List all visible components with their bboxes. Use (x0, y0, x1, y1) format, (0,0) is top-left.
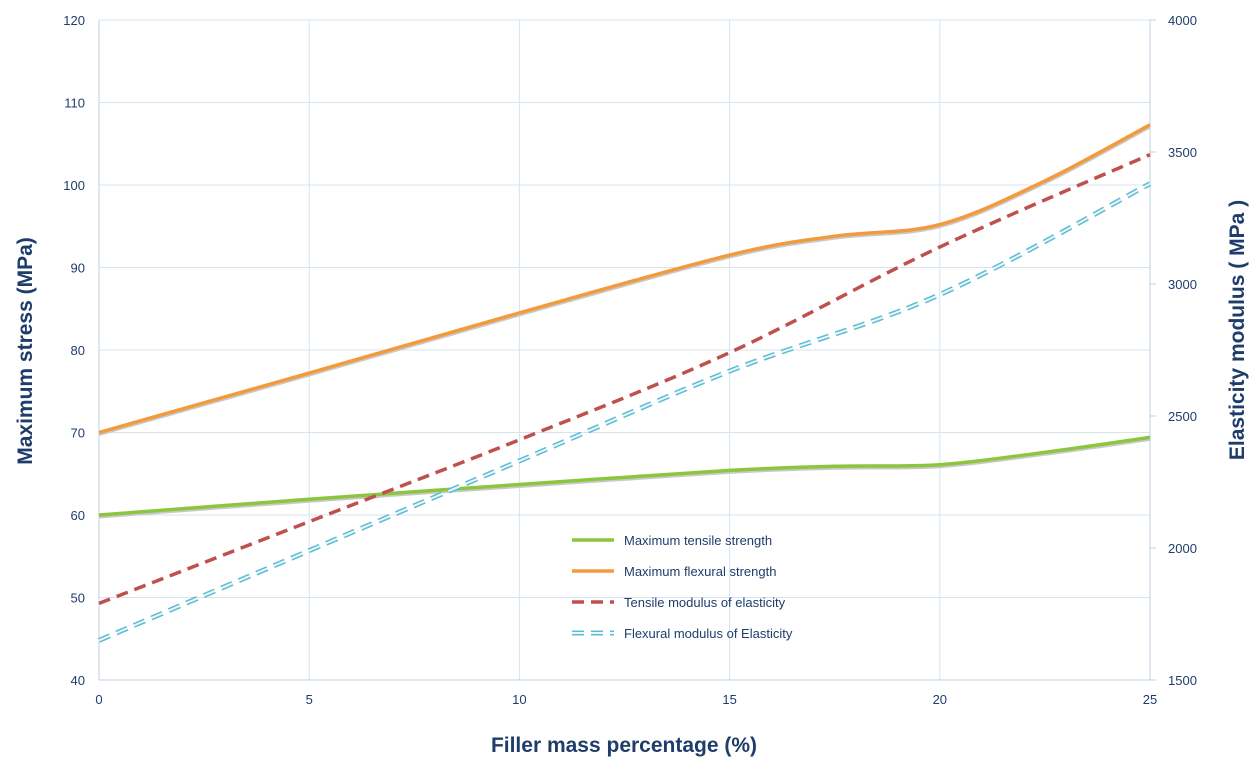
x-tick-label: 20 (933, 692, 947, 707)
y2-tick-label: 4000 (1168, 13, 1197, 28)
y-axis-title: Maximum stress (MPa) (14, 237, 37, 465)
y-tick-label: 80 (71, 343, 85, 358)
x-tick-label: 15 (722, 692, 736, 707)
y-tick-label: 60 (71, 508, 85, 523)
series-flexural-modulus-line-inner (98, 182, 1151, 642)
y-tick-label: 110 (64, 96, 85, 111)
y2-tick-label: 2500 (1168, 409, 1197, 424)
series-flexural-strength-line (98, 123, 1151, 435)
y2-axis-title: Elasticity modulus ( MPa ) (1226, 200, 1249, 460)
y-tick-label: 40 (71, 673, 85, 688)
legend-item: Maximum tensile strength (572, 533, 772, 548)
y-tick-label: 90 (71, 261, 85, 276)
series-tensile-modulus-line (98, 152, 1151, 606)
svg-text:Flexural modulus of Elasticity: Flexural modulus of Elasticity (624, 626, 793, 641)
y2-tick-label: 3500 (1168, 145, 1197, 160)
x-tick-label: 10 (512, 692, 526, 707)
legend-item: Maximum flexural strength (572, 564, 776, 579)
x-axis-title: Filler mass percentage (%) (491, 734, 757, 757)
tick-labels: 0 5 10 15 20 25 40 50 60 70 80 90 100 110 120 1500 2000 2… (63, 13, 1197, 707)
svg-text:Maximum flexural strength: Maximum flexural strength (624, 564, 776, 579)
axes (98, 19, 1156, 681)
svg-text:Tensile modulus of elasticity: Tensile modulus of elasticity (624, 595, 786, 610)
y-tick-label: 70 (71, 426, 85, 441)
x-tick-label: 5 (306, 692, 313, 707)
grid (98, 19, 1151, 681)
y-tick-label: 120 (63, 13, 85, 28)
legend-item: Flexural modulus of Elasticity (572, 626, 793, 641)
svg-text:Maximum tensile strength: Maximum tensile strength (624, 533, 772, 548)
series-lines (98, 123, 1152, 643)
y2-tick-label: 3000 (1168, 277, 1197, 292)
y2-tick-label: 1500 (1168, 673, 1197, 688)
legend-item: Tensile modulus of elasticity (572, 595, 786, 610)
legend: Maximum tensile strength Maximum flexura… (572, 533, 793, 641)
x-tick-label: 0 (95, 692, 102, 707)
y-tick-label: 100 (63, 178, 85, 193)
y2-tick-label: 2000 (1168, 541, 1197, 556)
y-tick-label: 50 (71, 591, 85, 606)
x-tick-label: 25 (1143, 692, 1157, 707)
series-tensile-strength-line (98, 435, 1151, 517)
